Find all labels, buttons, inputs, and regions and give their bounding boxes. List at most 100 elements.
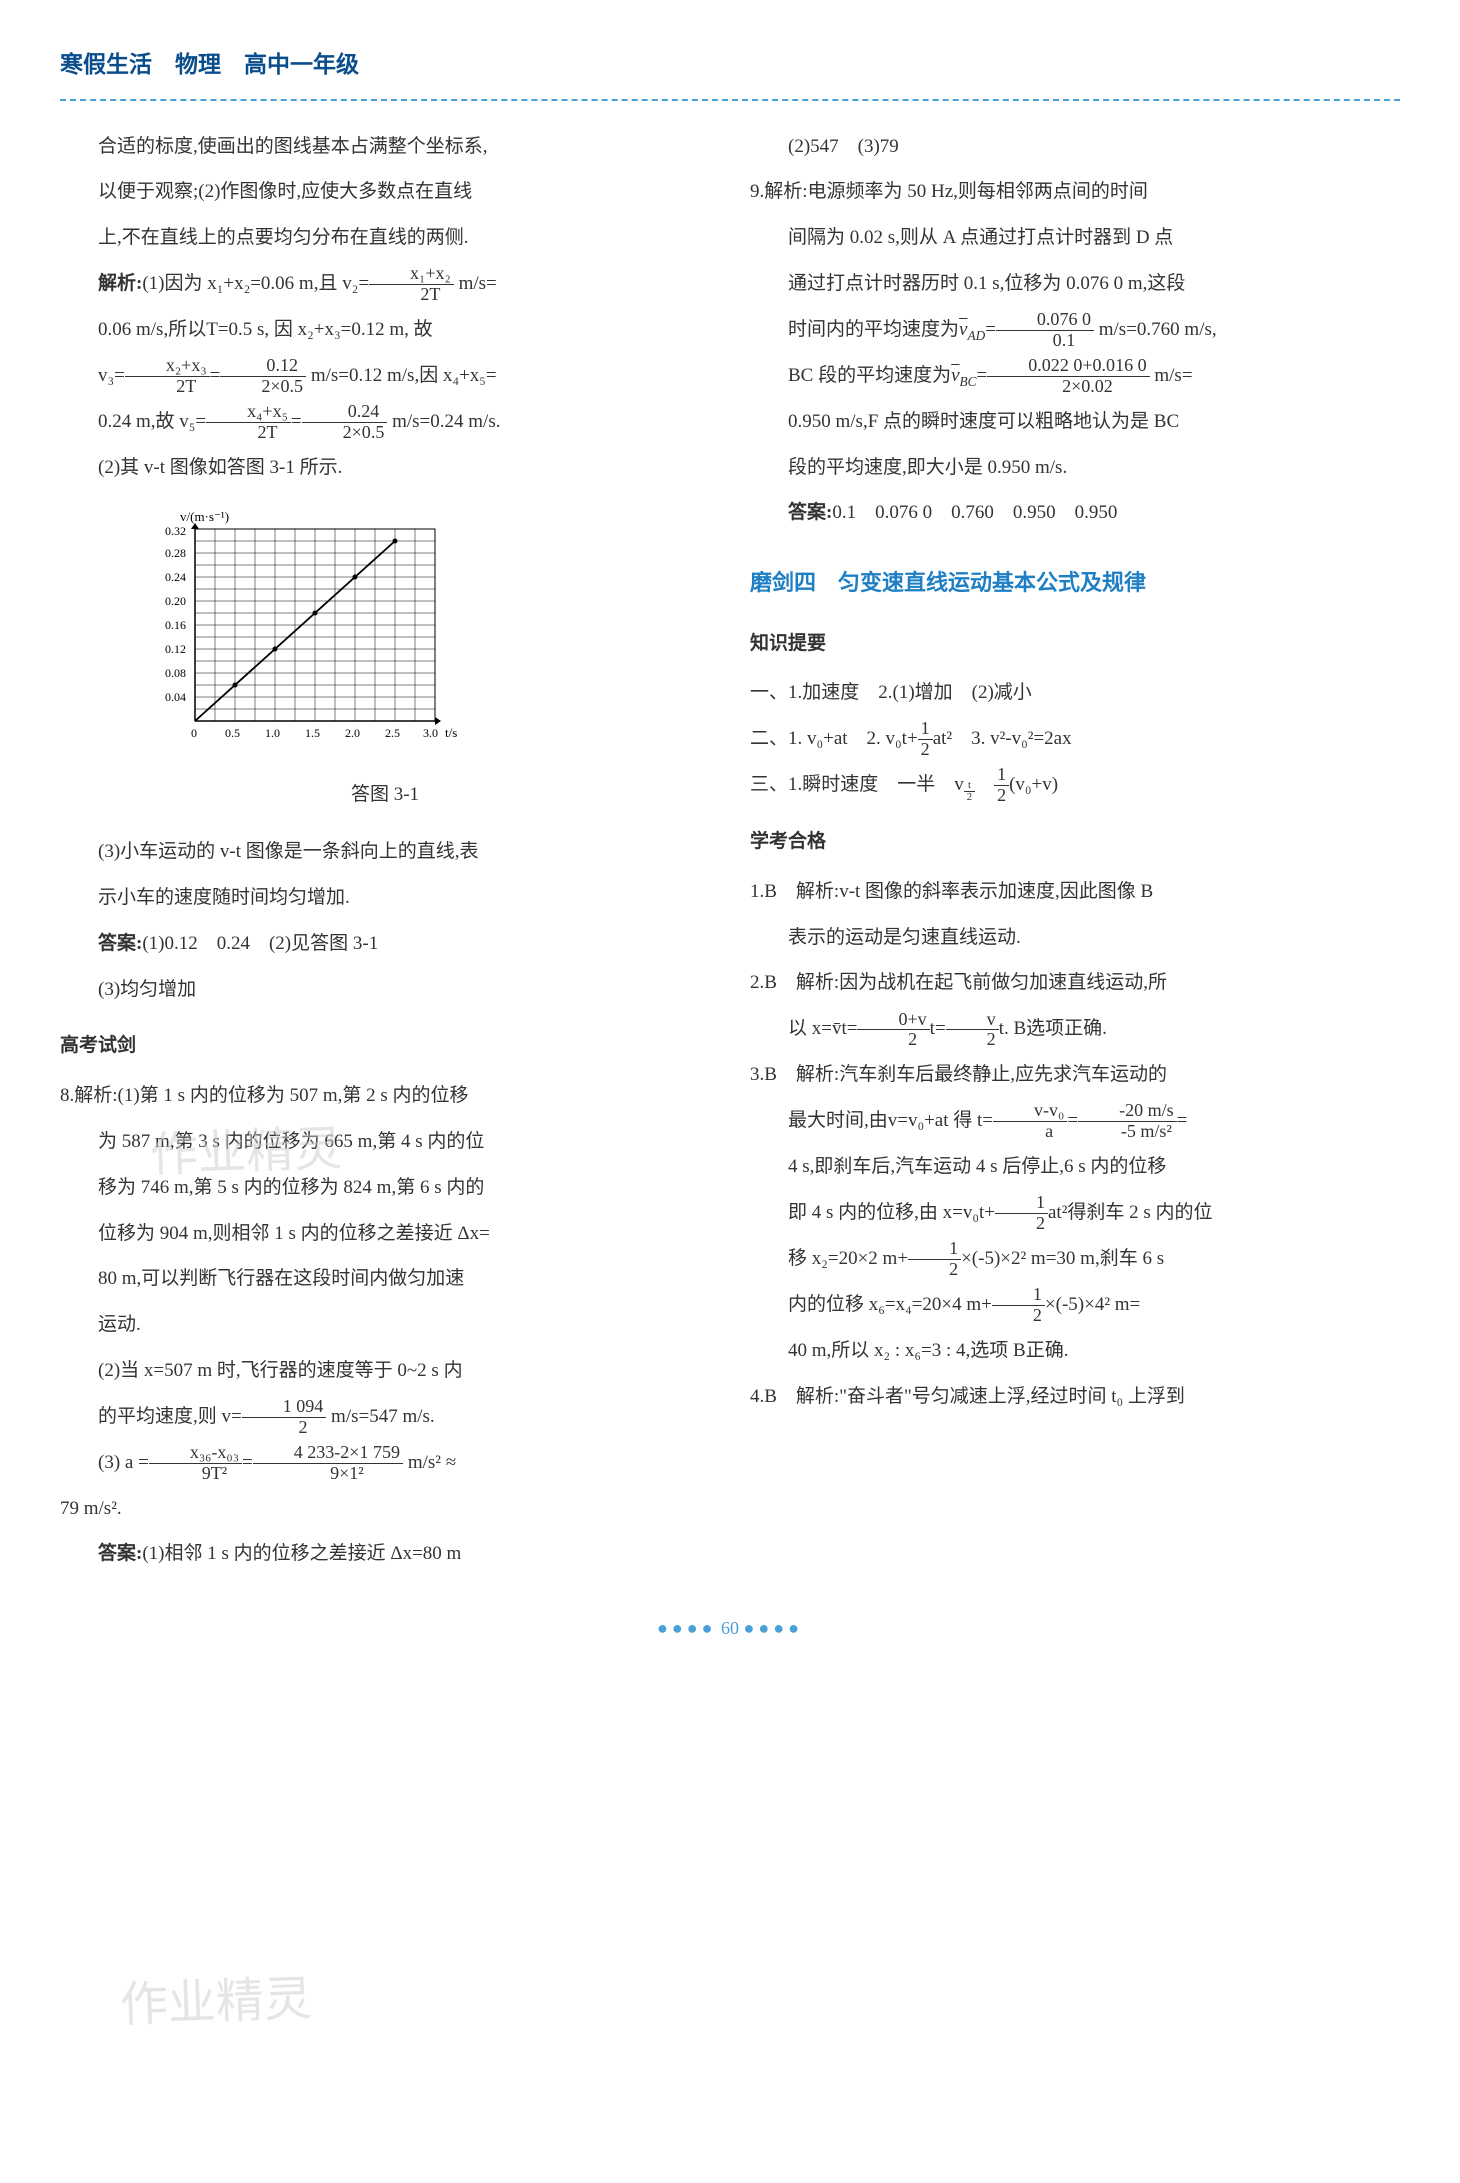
- analysis-line: (2)其 v-t 图像如答图 3-1 所示.: [60, 447, 710, 489]
- fraction: 0.122×0.5: [220, 356, 306, 397]
- svg-text:0.32: 0.32: [165, 524, 186, 538]
- fraction: x₂+x₃2T: [125, 356, 210, 397]
- svg-text:1.5: 1.5: [305, 726, 320, 740]
- exam-heading: 学考合格: [750, 821, 1400, 863]
- q9-line: 段的平均速度,即大小是 0.950 m/s.: [750, 447, 1400, 489]
- page-footer: ●●●● 60 ●●●●: [60, 1609, 1400, 1649]
- fraction: x₁+x₂2T: [369, 264, 454, 305]
- chart-svg: v/(m·s⁻¹) 0.: [140, 509, 460, 749]
- right-column: (2)547 (3)79 9.解析:电源频率为 50 Hz,则每相邻两点间的时间…: [750, 126, 1400, 1580]
- section4-title: 磨剑四 匀变速直线运动基本公式及规律: [750, 559, 1400, 607]
- svg-text:2.0: 2.0: [345, 726, 360, 740]
- page-header: 寒假生活 物理 高中一年级: [60, 40, 1400, 101]
- svg-text:0.24: 0.24: [165, 570, 186, 584]
- a3-line: 最大时间,由v=v₀+at 得 t=v-v₀a=-20 m/s-5 m/s²=: [750, 1100, 1400, 1142]
- a1-line: 表示的运动是匀速直线运动.: [750, 917, 1400, 959]
- svg-text:0.16: 0.16: [165, 618, 186, 632]
- svg-text:0.12: 0.12: [165, 642, 186, 656]
- analysis-label: 解析:: [98, 273, 142, 294]
- a4-line: 4.B 解析:"奋斗者"号匀减速上浮,经过时间 t₀ 上浮到: [750, 1376, 1400, 1418]
- analysis-line: (3)小车运动的 v-t 图像是一条斜向上的直线,表: [60, 831, 710, 873]
- knowledge-heading: 知识提要: [750, 623, 1400, 665]
- q8-line: 80 m,可以判断飞行器在这段时间内做匀加速: [60, 1258, 710, 1300]
- q8-line: 79 m/s².: [60, 1488, 710, 1530]
- y-axis-label: v/(m·s⁻¹): [180, 509, 229, 524]
- analysis-line: 示小车的速度随时间均匀增加.: [60, 877, 710, 919]
- answer-line: 答案:(1)0.12 0.24 (2)见答图 3-1: [60, 923, 710, 965]
- svg-text:0.28: 0.28: [165, 546, 186, 560]
- q8-answer: 答案:(1)相邻 1 s 内的位移之差接近 Δx=80 m: [60, 1533, 710, 1575]
- watermark: 作业精灵: [118, 1947, 314, 2059]
- page-num: 60: [721, 1618, 739, 1638]
- svg-text:2.5: 2.5: [385, 726, 400, 740]
- svg-text:3.0: 3.0: [423, 726, 438, 740]
- q9-line: 9.解析:电源频率为 50 Hz,则每相邻两点间的时间: [750, 171, 1400, 213]
- a2-line: 2.B 解析:因为战机在起飞前做匀加速直线运动,所: [750, 962, 1400, 1004]
- dots-left: ●●●●: [657, 1618, 717, 1638]
- fraction: v-v₀a: [993, 1101, 1067, 1142]
- svg-text:0: 0: [191, 726, 197, 740]
- fraction: x₃₆-x₀₃9T²: [149, 1443, 242, 1484]
- svg-text:0.20: 0.20: [165, 594, 186, 608]
- a3-line: 4 s,即刹车后,汽车运动 4 s 后停止,6 s 内的位移: [750, 1146, 1400, 1188]
- q8-line: 位移为 904 m,则相邻 1 s 内的位移之差接近 Δx=: [60, 1213, 710, 1255]
- q9-line: 时间内的平均速度为vAD=0.076 00.1 m/s=0.760 m/s,: [750, 309, 1400, 351]
- fraction: 12: [908, 1239, 961, 1280]
- svg-text:0.04: 0.04: [165, 690, 186, 704]
- svg-text:1.0: 1.0: [265, 726, 280, 740]
- a1-line: 1.B 解析:v-t 图像的斜率表示加速度,因此图像 B: [750, 871, 1400, 913]
- q8-line: 运动.: [60, 1304, 710, 1346]
- q8-line: 8.解析:(1)第 1 s 内的位移为 507 m,第 2 s 内的位移: [60, 1075, 710, 1117]
- chart-caption: 答图 3-1: [60, 774, 710, 816]
- q9-line: 通过打点计时器历时 0.1 s,位移为 0.076 0 m,这段: [750, 263, 1400, 305]
- fraction: 0+v2: [857, 1010, 929, 1051]
- fraction: 12: [918, 719, 933, 760]
- fraction: 0.022 0+0.016 02×0.02: [987, 356, 1149, 397]
- analysis-line: v₃=x₂+x₃2T=0.122×0.5 m/s=0.12 m/s,因 x₄+x…: [60, 355, 710, 397]
- fraction: 0.242×0.5: [302, 402, 388, 443]
- intro-text: 以便于观察;(2)作图像时,应使大多数点在直线: [60, 171, 710, 213]
- svg-text:0.08: 0.08: [165, 666, 186, 680]
- q8-line: (3) a =x₃₆-x₀₃9T²=4 233-2×1 7599×1² m/s²…: [60, 1442, 710, 1484]
- fraction: v2: [946, 1010, 999, 1051]
- q9-line: BC 段的平均速度为vBC=0.022 0+0.016 02×0.02 m/s=: [750, 355, 1400, 397]
- q9-line: 间隔为 0.02 s,则从 A 点通过打点计时器到 D 点: [750, 217, 1400, 259]
- a3-line: 40 m,所以 x₂ : x₆=3 : 4,选项 B正确.: [750, 1330, 1400, 1372]
- intro-text: 上,不在直线上的点要均匀分布在直线的两侧.: [60, 217, 710, 259]
- gaokao-heading: 高考试剑: [60, 1025, 710, 1067]
- header-title: 寒假生活 物理 高中一年级: [60, 52, 359, 77]
- svg-text:t/s: t/s: [445, 725, 457, 740]
- k-line: 一、1.加速度 2.(1)增加 (2)减小: [750, 672, 1400, 714]
- intro-text: 合适的标度,使画出的图线基本占满整个坐标系,: [60, 126, 710, 168]
- fraction: 12: [995, 1193, 1048, 1234]
- fraction: 12: [992, 1285, 1045, 1326]
- a3-line: 3.B 解析:汽车刹车后最终静止,应先求汽车运动的: [750, 1054, 1400, 1096]
- analysis-line: 解析:(1)因为 x₁+x₂=0.06 m,且 v₂=x₁+x₂2T m/s=: [60, 263, 710, 305]
- content-container: 合适的标度,使画出的图线基本占满整个坐标系, 以便于观察;(2)作图像时,应使大…: [60, 126, 1400, 1580]
- q8-line: 移为 746 m,第 5 s 内的位移为 824 m,第 6 s 内的: [60, 1167, 710, 1209]
- vt-chart: v/(m·s⁻¹) 0.: [140, 509, 710, 765]
- top-line: (2)547 (3)79: [750, 126, 1400, 168]
- k-line: 三、1.瞬时速度 一半 vt2 12(v₀+v): [750, 764, 1400, 806]
- dots-right: ●●●●: [744, 1618, 804, 1638]
- a2-line: 以 x=v̄t=0+v2t=v2t. B选项正确.: [750, 1008, 1400, 1050]
- fraction: 1 0942: [242, 1397, 327, 1438]
- a3-line: 内的位移 x₆=x₄=20×4 m+12×(-5)×4² m=: [750, 1284, 1400, 1326]
- a3-line: 移 x₂=20×2 m+12×(-5)×2² m=30 m,刹车 6 s: [750, 1238, 1400, 1280]
- a3-line: 即 4 s 内的位移,由 x=v₀t+12at²得刹车 2 s 内的位: [750, 1192, 1400, 1234]
- fraction: x₄+x₅2T: [206, 402, 291, 443]
- q8-line: (2)当 x=507 m 时,飞行器的速度等于 0~2 s 内: [60, 1350, 710, 1392]
- q8-line: 的平均速度,则 v=1 0942 m/s=547 m/s.: [60, 1396, 710, 1438]
- analysis-line: 0.24 m,故 v₅=x₄+x₅2T=0.242×0.5 m/s=0.24 m…: [60, 401, 710, 443]
- k-line: 二、1. v₀+at 2. v₀t+12at² 3. v²-v₀²=2ax: [750, 718, 1400, 760]
- fraction: 4 233-2×1 7599×1²: [253, 1443, 403, 1484]
- analysis-line: 0.06 m/s,所以T=0.5 s, 因 x₂+x₃=0.12 m, 故: [60, 309, 710, 351]
- fraction: 0.076 00.1: [996, 310, 1094, 351]
- q9-line: 0.950 m/s,F 点的瞬时速度可以粗略地认为是 BC: [750, 401, 1400, 443]
- answer-line: (3)均匀增加: [60, 969, 710, 1011]
- q8-line: 为 587 m,第 3 s 内的位移为 665 m,第 4 s 内的位: [60, 1121, 710, 1163]
- fraction: -20 m/s-5 m/s²: [1078, 1101, 1177, 1142]
- svg-text:0.5: 0.5: [225, 726, 240, 740]
- fraction: 12: [994, 765, 1009, 806]
- q9-answer: 答案:0.1 0.076 0 0.760 0.950 0.950: [750, 492, 1400, 534]
